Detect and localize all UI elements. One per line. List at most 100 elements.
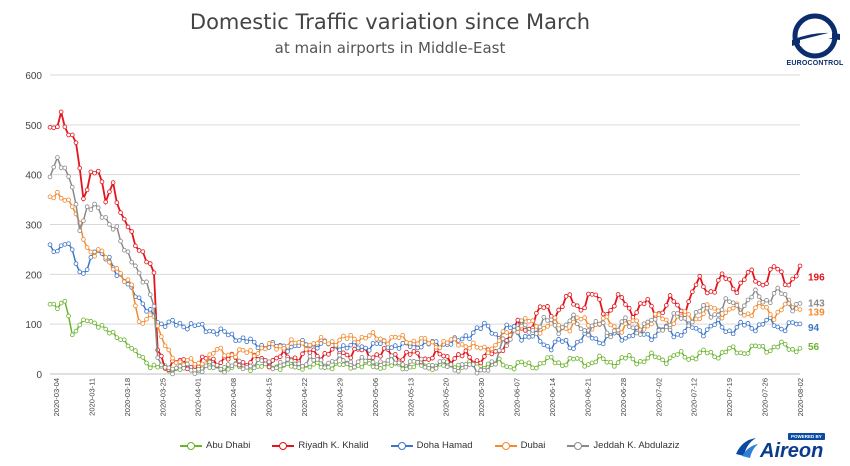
data-point <box>693 282 699 288</box>
data-point <box>188 368 194 373</box>
data-point <box>701 311 706 317</box>
data-point <box>589 323 595 329</box>
data-point <box>400 332 406 338</box>
data-point <box>645 355 651 361</box>
data-point <box>407 359 413 364</box>
data-point <box>719 307 725 313</box>
data-point <box>548 317 554 323</box>
data-point <box>114 273 120 279</box>
data-point <box>392 343 398 348</box>
data-point <box>207 359 212 365</box>
data-point <box>563 294 569 299</box>
data-point <box>790 320 795 325</box>
data-point <box>452 367 458 373</box>
data-point <box>140 279 146 285</box>
data-point <box>99 215 105 220</box>
data-point <box>489 351 495 357</box>
data-point <box>586 332 591 338</box>
data-point <box>240 335 246 341</box>
data-point <box>81 317 86 323</box>
data-point <box>500 329 506 334</box>
data-point <box>671 321 677 327</box>
data-point <box>155 355 160 360</box>
data-point <box>352 346 357 352</box>
data-point <box>626 324 632 329</box>
data-point <box>474 370 480 376</box>
data-point <box>66 174 71 179</box>
data-point <box>671 353 677 358</box>
data-point <box>407 364 413 370</box>
data-point <box>779 307 784 313</box>
data-point <box>66 241 71 246</box>
data-point <box>682 354 688 360</box>
data-point <box>690 355 695 361</box>
x-tick-label: 2020-05-06 <box>371 378 380 416</box>
data-point <box>753 343 758 349</box>
data-point <box>47 242 53 247</box>
data-point <box>786 282 792 288</box>
legend-swatch <box>567 441 590 450</box>
data-point <box>270 366 276 372</box>
data-point <box>608 308 613 313</box>
data-point <box>760 304 766 310</box>
data-point <box>177 363 183 369</box>
data-point <box>660 357 665 363</box>
data-point <box>623 315 628 321</box>
data-point <box>136 270 142 276</box>
data-point <box>270 358 276 363</box>
data-point <box>619 338 625 343</box>
data-point <box>444 364 450 370</box>
data-point <box>701 284 706 290</box>
x-tick-label: 2020-03-04 <box>52 378 61 416</box>
data-point <box>682 316 688 321</box>
data-point <box>363 335 368 341</box>
data-point <box>300 363 305 369</box>
data-point <box>608 359 613 365</box>
data-point <box>552 323 558 328</box>
data-point <box>248 368 253 374</box>
data-point <box>114 200 120 205</box>
data-point <box>638 301 643 306</box>
data-point <box>73 201 79 207</box>
data-point <box>604 359 610 365</box>
data-point <box>103 255 108 260</box>
data-point <box>697 309 703 314</box>
data-point <box>745 311 751 317</box>
data-point <box>285 349 290 354</box>
aireon-logo-icon <box>736 438 758 458</box>
data-point <box>430 362 435 368</box>
data-point <box>341 350 346 356</box>
data-point <box>355 345 361 351</box>
data-point <box>207 352 212 357</box>
data-point <box>537 361 543 366</box>
data-point <box>277 354 283 360</box>
data-point <box>645 296 651 302</box>
data-point <box>170 371 175 377</box>
data-point <box>344 345 350 351</box>
y-tick-label: 100 <box>25 320 42 331</box>
legend-item: Jeddah K. Abdulaziz <box>567 440 680 451</box>
data-point <box>519 318 524 323</box>
data-point <box>311 357 316 363</box>
data-point <box>456 362 461 368</box>
x-tick-label: 2020-06-21 <box>583 378 592 416</box>
end-value-label: 56 <box>808 342 820 353</box>
data-point <box>652 317 658 322</box>
data-point <box>697 273 703 279</box>
data-point <box>690 319 695 325</box>
data-point <box>526 334 532 340</box>
data-point <box>381 365 387 370</box>
data-point <box>129 346 134 351</box>
data-point <box>485 350 491 356</box>
data-point <box>192 323 198 329</box>
chart-legend: Abu Dhabi Riyadh K. Khalid Doha Hamad Du… <box>180 440 680 451</box>
data-point <box>114 335 120 340</box>
data-point <box>404 340 409 345</box>
data-point <box>664 324 669 330</box>
data-point <box>329 366 335 372</box>
data-point <box>712 322 717 328</box>
data-point <box>671 299 677 304</box>
x-tick-label: 2020-04-01 <box>194 378 203 416</box>
data-point <box>378 336 383 342</box>
data-point <box>675 302 680 308</box>
